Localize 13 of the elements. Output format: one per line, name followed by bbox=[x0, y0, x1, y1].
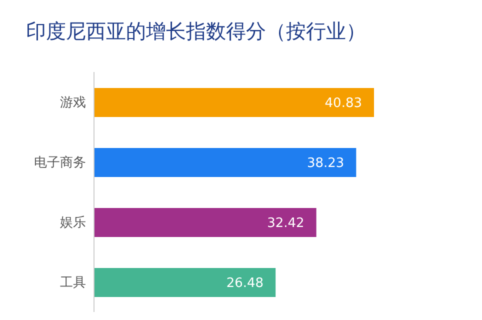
chart-title: 印度尼西亚的增长指数得分（按行业） bbox=[26, 18, 366, 45]
bar bbox=[94, 88, 374, 117]
y-tick-label: 工具 bbox=[60, 276, 86, 291]
data-label: 40.83 bbox=[324, 96, 362, 112]
data-label: 32.42 bbox=[267, 216, 304, 232]
bar bbox=[94, 268, 276, 297]
y-tick-label: 电子商务 bbox=[34, 156, 86, 171]
bar bbox=[94, 208, 316, 237]
y-tick-label: 娱乐 bbox=[60, 216, 86, 231]
data-label: 26.48 bbox=[226, 276, 264, 292]
bar bbox=[94, 148, 356, 177]
data-label: 38.23 bbox=[306, 156, 344, 172]
y-tick-label: 游戏 bbox=[60, 96, 86, 111]
